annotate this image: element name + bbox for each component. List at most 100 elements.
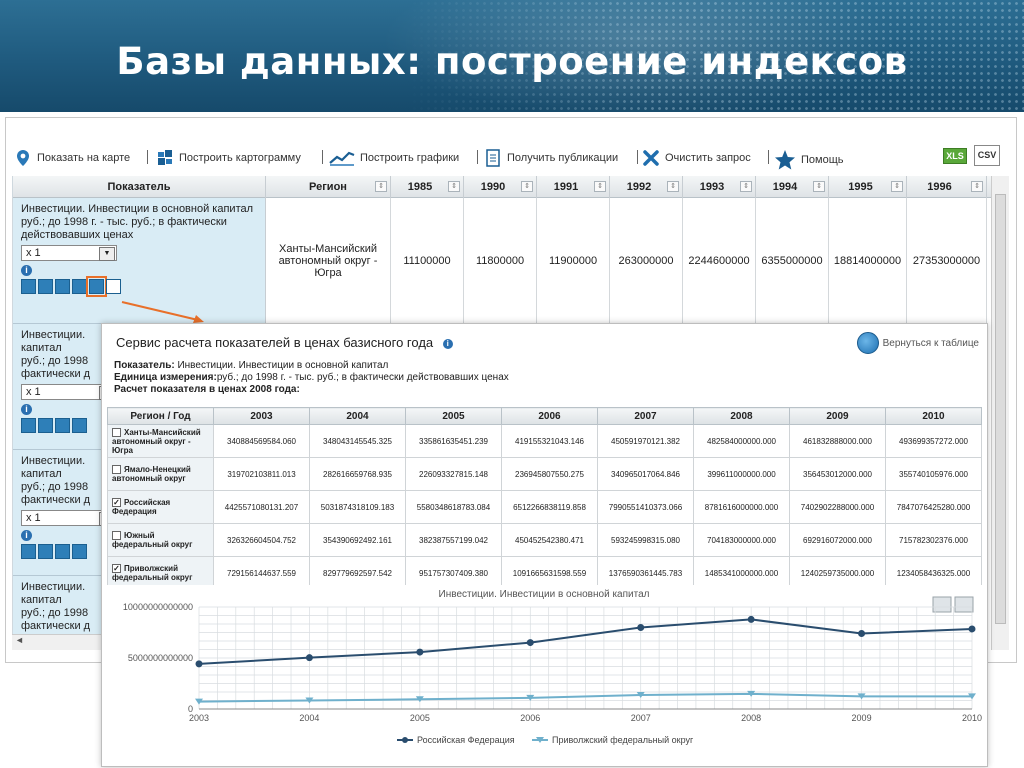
scale-select[interactable]: x 1: [21, 245, 117, 261]
data-point: [747, 615, 755, 623]
value-cell: 282616659768.935: [309, 457, 406, 491]
build-charts-button[interactable]: Построить графики: [329, 149, 459, 167]
sort-icon[interactable]: ⇕: [740, 181, 752, 192]
sort-icon[interactable]: ⇕: [448, 181, 460, 192]
header-year[interactable]: 1994 ⇕: [756, 176, 829, 198]
build-cartogram-button[interactable]: Построить картограмму: [156, 149, 301, 167]
header-year[interactable]: 1991 ⇕: [537, 176, 610, 198]
grid-header: Показатель Регион ⇕ 1985 ⇕ 1990 ⇕ 1991 ⇕ 1992 ⇕ 1…: [13, 176, 997, 198]
data-point: [747, 690, 756, 697]
value-cell: 319702103811.013: [213, 457, 310, 491]
value-cell: 340965017064.846: [597, 457, 694, 491]
row-actions: [21, 418, 257, 433]
toolbar-divider: [768, 150, 769, 164]
sort-icon[interactable]: ⇕: [891, 181, 903, 192]
mini-doc-icon[interactable]: [106, 279, 121, 294]
region-checkbox[interactable]: [112, 465, 121, 474]
back-to-table-button[interactable]: Вернуться к таблице: [856, 332, 979, 354]
value-cell: 704183000000.000: [693, 523, 790, 557]
indicator-line: Инвестиции.: [21, 581, 86, 593]
region-checkbox[interactable]: ✓: [112, 564, 121, 573]
value-cell: 6355000000: [756, 198, 829, 324]
scroll-left-icon[interactable]: ◄: [15, 635, 24, 645]
sort-icon[interactable]: ⇕: [521, 181, 533, 192]
header-region-year: Регион / Год: [107, 407, 214, 425]
header-year[interactable]: 1993 ⇕: [683, 176, 756, 198]
header-region[interactable]: Регион ⇕: [266, 176, 391, 198]
header-year[interactable]: 1990 ⇕: [464, 176, 537, 198]
info-icon[interactable]: i: [21, 265, 32, 276]
document-icon: [486, 149, 500, 167]
map-pin-icon: [17, 150, 29, 166]
mini-table-icon[interactable]: [38, 279, 53, 294]
info-icon[interactable]: i: [21, 404, 32, 415]
value-cell: 7402902288000.000: [789, 490, 886, 524]
download-chart-icon: [954, 596, 974, 613]
mini-chart-icon[interactable]: [21, 279, 36, 294]
clear-query-button[interactable]: Очистить запрос: [642, 149, 751, 167]
y-tick-label: 0: [188, 704, 193, 714]
meta-indicator: Инвестиции. Инвестиции в основной капита…: [177, 360, 389, 371]
header-year[interactable]: 1992 ⇕: [610, 176, 683, 198]
x-tick-label: 2007: [631, 713, 651, 723]
info-icon[interactable]: i: [21, 530, 32, 541]
sort-icon[interactable]: ⇕: [667, 181, 679, 192]
export-xls-button[interactable]: XLS: [943, 148, 967, 164]
header-indicator[interactable]: Показатель: [13, 176, 266, 198]
value-cell: 692916072000.000: [789, 523, 886, 557]
info-icon[interactable]: i: [442, 338, 453, 349]
scrollbar-thumb[interactable]: [995, 194, 1006, 624]
back-to-table-label: Вернуться к таблице: [882, 337, 979, 349]
region-checkbox[interactable]: [112, 531, 121, 540]
data-point: [305, 654, 313, 662]
indicator-line: фактически д: [21, 368, 91, 380]
region-cell: Ханты-Мансийский автономный округ - Югра: [266, 198, 391, 324]
mini-table-icon[interactable]: [38, 544, 53, 559]
value-cell: 715782302376.000: [885, 523, 982, 557]
data-point: [195, 660, 203, 668]
mini-table-icon[interactable]: [38, 418, 53, 433]
mini-chart-icon[interactable]: [21, 418, 36, 433]
meta-indicator-label: Показатель:: [114, 360, 175, 371]
legend-marker: [402, 737, 408, 743]
data-point: [415, 696, 424, 703]
header-year[interactable]: 1995 ⇕: [829, 176, 907, 198]
base-year-calc-icon[interactable]: [86, 276, 107, 297]
mini-trend-icon[interactable]: [72, 279, 87, 294]
mini-trend-icon[interactable]: [72, 544, 87, 559]
mini-chart-icon[interactable]: [21, 544, 36, 559]
region-checkbox[interactable]: ✓: [112, 498, 121, 507]
sort-icon[interactable]: ⇕: [813, 181, 825, 192]
vertical-scrollbar[interactable]: [991, 176, 1009, 650]
mini-bar-icon[interactable]: [55, 544, 70, 559]
show-on-map-button[interactable]: Показать на карте: [14, 149, 130, 167]
mini-bar-icon[interactable]: [55, 279, 70, 294]
value-cell: 226093327815.148: [405, 457, 502, 491]
sort-icon[interactable]: ⇕: [971, 181, 983, 192]
horizontal-scrollbar[interactable]: ◄: [12, 634, 112, 650]
slide-title: Базы данных: построение индексов: [116, 40, 908, 83]
value-cell: 4425571080131.207: [213, 490, 310, 524]
toolbar-divider: [322, 150, 323, 164]
mini-bar-icon[interactable]: [55, 418, 70, 433]
header-year[interactable]: 1996 ⇕: [907, 176, 987, 198]
header-year: 2003: [213, 407, 310, 425]
value-cell: 399611000000.000: [693, 457, 790, 491]
legend-marker: [536, 737, 544, 743]
print-chart-icon: [932, 596, 952, 613]
mini-trend-icon[interactable]: [72, 418, 87, 433]
export-csv-button[interactable]: CSV: [974, 145, 1000, 166]
help-button[interactable]: Помощь: [774, 149, 844, 171]
value-cell: 450591970121.382: [597, 424, 694, 458]
help-label: Помощь: [801, 154, 844, 166]
region-checkbox[interactable]: [112, 427, 121, 437]
data-point: [857, 693, 866, 700]
region-name: Ханты-Мансийский автономный округ - Югра: [112, 427, 201, 455]
get-publications-button[interactable]: Получить публикации: [484, 149, 618, 167]
value-cell: 236945807550.275: [501, 457, 598, 491]
sort-icon[interactable]: ⇕: [375, 181, 387, 192]
value-cell: 2244600000: [683, 198, 756, 324]
value-cell: 263000000: [610, 198, 683, 324]
sort-icon[interactable]: ⇕: [594, 181, 606, 192]
header-year[interactable]: 1985 ⇕: [391, 176, 464, 198]
